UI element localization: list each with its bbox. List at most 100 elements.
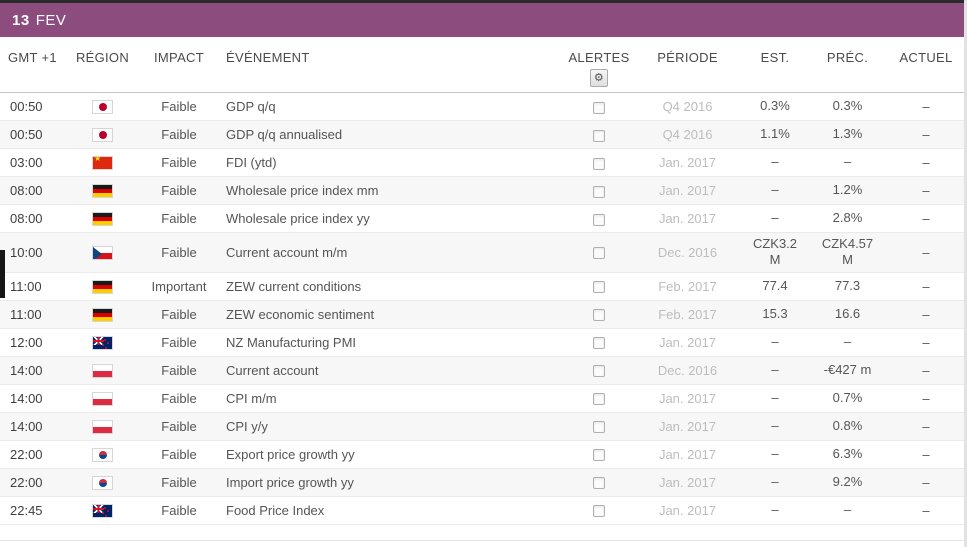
table-row: 14:00 Faible Current account Dec. 2016 – -€42… xyxy=(0,356,964,385)
cell-event: CPI y/y xyxy=(226,418,268,434)
alert-checkbox[interactable] xyxy=(593,247,605,260)
cell-period: Jan. 2017 xyxy=(658,390,717,406)
cell-prec: -€427 m xyxy=(810,359,885,381)
cell-est: 1.1% xyxy=(740,123,810,145)
cell-est: – xyxy=(740,415,810,437)
alert-checkbox[interactable] xyxy=(593,101,605,114)
cell-prec: 1.3% xyxy=(810,123,885,145)
col-header-est: EST. xyxy=(760,50,790,65)
alert-checkbox[interactable] xyxy=(593,449,605,462)
table-header-row: GMT +1 RÉGION IMPACT ÉVÉNEMENT ALERTES ⚙… xyxy=(0,41,964,93)
alert-checkbox[interactable] xyxy=(593,213,605,226)
cell-actual: – xyxy=(922,474,930,490)
alert-checkbox[interactable] xyxy=(593,393,605,406)
alert-checkbox[interactable] xyxy=(593,421,605,434)
cell-prec: 0.3% xyxy=(810,95,885,117)
col-header-impact: IMPACT xyxy=(154,50,204,65)
est-value: – xyxy=(771,361,779,377)
cell-time: 10:00 xyxy=(10,244,43,260)
cell-time: 03:00 xyxy=(10,155,43,170)
table-row: 12:00 Faible NZ Manufacturing PMI Jan. 2017… xyxy=(0,328,964,357)
col-header-event: ÉVÉNEMENT xyxy=(226,50,310,65)
prev-value: 9.2% xyxy=(832,473,863,489)
cell-prec: 9.2% xyxy=(810,471,885,493)
est-value: 15.3 xyxy=(762,305,788,321)
top-border xyxy=(0,0,964,3)
cell-alerts xyxy=(563,391,635,406)
cell-region xyxy=(65,127,140,143)
cell-event: FDI (ytd) xyxy=(226,155,277,170)
cell-region xyxy=(65,99,140,115)
est-value: – xyxy=(771,333,779,349)
date-header: 13 FEV xyxy=(0,3,964,37)
cell-period: Feb. 2017 xyxy=(658,306,717,322)
cell-time: 11:00 xyxy=(10,278,42,294)
alert-checkbox[interactable] xyxy=(593,365,605,378)
cell-prec: 0.7% xyxy=(810,387,885,409)
alert-checkbox[interactable] xyxy=(593,477,605,490)
cell-event: Current account m/m xyxy=(226,244,348,260)
table-row: 00:50 Faible GDP q/q Q4 2016 0.3% 0.3% – xyxy=(0,93,964,121)
date-month: FEV xyxy=(35,11,67,29)
cell-time: 14:00 xyxy=(10,390,43,406)
cell-prec: 0.8% xyxy=(810,415,885,437)
cell-time: 22:45 xyxy=(10,502,43,518)
flag-china-icon xyxy=(92,156,113,171)
cell-est: 15.3 xyxy=(740,303,810,325)
col-header-period: PÉRIODE xyxy=(657,50,718,65)
cell-alerts xyxy=(563,335,635,350)
flag-poland-icon xyxy=(92,391,113,406)
alert-checkbox[interactable] xyxy=(593,337,605,350)
cell-impact: Faible xyxy=(161,474,197,490)
cell-actual: – xyxy=(922,99,930,114)
gear-icon[interactable]: ⚙ xyxy=(590,69,608,87)
cell-time: 08:00 xyxy=(10,183,43,198)
alert-checkbox[interactable] xyxy=(593,309,605,322)
cell-actual: – xyxy=(922,502,930,518)
est-value: – xyxy=(771,473,779,489)
cell-period: Feb. 2017 xyxy=(658,278,717,294)
est-value: CZK3.2 M xyxy=(752,236,798,268)
cell-region xyxy=(65,278,140,294)
cell-alerts xyxy=(563,245,635,260)
flag-japan-icon xyxy=(92,128,113,143)
table-body: 00:50 Faible GDP q/q Q4 2016 0.3% 0.3% – 00:50 F… xyxy=(0,93,964,525)
cell-impact: Faible xyxy=(161,183,197,198)
cell-period: Jan. 2017 xyxy=(658,502,717,518)
prev-value: – xyxy=(843,501,852,517)
est-value: – xyxy=(771,389,779,405)
table-row: 22:45 Faible Food Price Index Jan. 2017 – – – xyxy=(0,496,964,525)
col-header-actual: ACTUEL xyxy=(899,50,953,65)
cell-est: – xyxy=(740,499,810,521)
cell-alerts xyxy=(563,307,635,322)
cell-region xyxy=(65,418,140,434)
cell-alerts xyxy=(563,363,635,378)
cell-alerts xyxy=(563,211,635,226)
flag-southkorea-icon xyxy=(92,447,113,462)
cell-prec: CZK4.57 M xyxy=(810,233,885,272)
cell-est: – xyxy=(740,387,810,409)
alert-checkbox[interactable] xyxy=(593,281,605,294)
alert-checkbox[interactable] xyxy=(593,129,605,142)
alert-checkbox[interactable] xyxy=(593,157,605,170)
cell-alerts xyxy=(563,99,635,114)
col-header-alerts-label: ALERTES xyxy=(568,50,630,65)
cell-period: Dec. 2016 xyxy=(657,244,718,260)
cell-actual: – xyxy=(922,446,930,462)
est-value: – xyxy=(771,182,779,198)
cell-region xyxy=(65,334,140,350)
cell-impact: Faible xyxy=(161,99,197,114)
cell-impact: Faible xyxy=(161,418,197,434)
left-scrollbar-thumb[interactable] xyxy=(0,250,5,298)
flag-poland-icon xyxy=(92,419,113,434)
alert-checkbox[interactable] xyxy=(593,185,605,198)
flag-germany-icon xyxy=(92,212,113,227)
cell-est: – xyxy=(740,207,810,229)
cell-actual: – xyxy=(922,278,930,294)
est-value: 77.4 xyxy=(762,277,788,293)
cell-event: ZEW current conditions xyxy=(226,278,362,294)
cell-prec: 16.6 xyxy=(810,303,885,325)
alert-checkbox[interactable] xyxy=(593,505,605,518)
cell-actual: – xyxy=(922,418,930,434)
est-value: – xyxy=(771,445,779,461)
